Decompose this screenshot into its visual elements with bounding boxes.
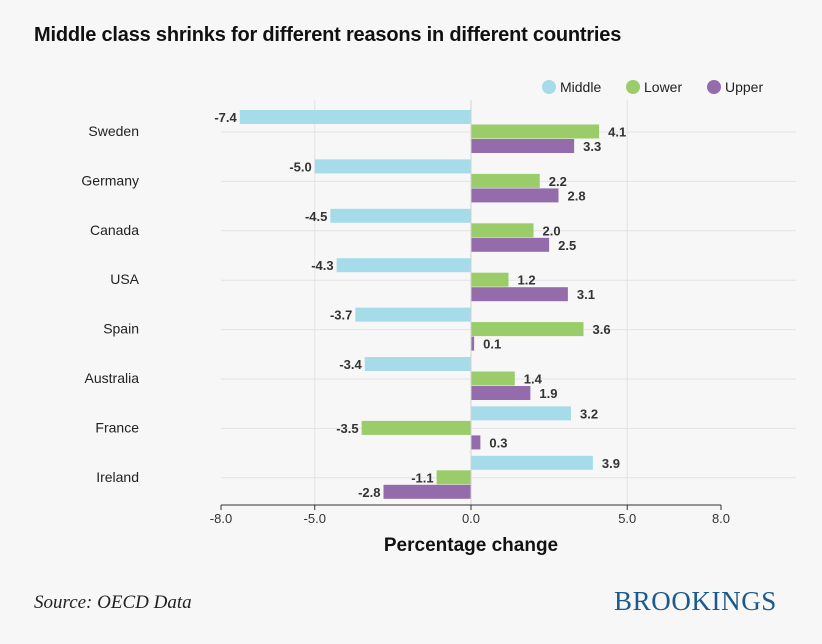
x-axis-title: Percentage change (384, 535, 558, 556)
category-label: Ireland (96, 469, 139, 485)
category-label: USA (110, 271, 139, 287)
data-label: 2.0 (543, 223, 561, 238)
bar-middle (471, 455, 593, 470)
data-label: -3.5 (336, 421, 358, 436)
legend-label: Middle (560, 79, 601, 95)
legend-label: Upper (725, 79, 763, 95)
bar-upper (383, 484, 471, 499)
bar-middle (330, 208, 471, 223)
x-tick-label: 0.0 (462, 511, 480, 526)
category-label: Sweden (88, 123, 139, 139)
bar-upper (471, 237, 550, 252)
category-label: Germany (81, 172, 139, 188)
category-label: Australia (85, 370, 140, 386)
data-label: 1.4 (524, 372, 543, 387)
bar-lower (471, 173, 540, 188)
bar-lower (471, 124, 600, 139)
bar-upper (471, 287, 568, 302)
data-label: -3.4 (339, 357, 362, 372)
data-label: 1.9 (539, 386, 557, 401)
data-label: -3.7 (330, 308, 352, 323)
data-label: -1.1 (411, 470, 433, 485)
bar-middle (314, 159, 471, 174)
bar-middle (239, 110, 471, 124)
bar-lower (471, 371, 515, 386)
category-label: Spain (103, 321, 139, 337)
bar-middle (364, 357, 471, 371)
bar-lower (471, 322, 584, 337)
data-label: 3.3 (583, 139, 601, 154)
legend-label: Lower (644, 79, 682, 95)
bar-upper (471, 435, 481, 450)
data-label: 2.5 (558, 238, 576, 253)
x-tick-label: -8.0 (210, 511, 232, 526)
bar-middle (336, 258, 471, 273)
bar-lower (471, 272, 509, 287)
data-label: 3.9 (602, 456, 620, 471)
bar-middle (471, 406, 571, 421)
x-tick-label: -5.0 (304, 511, 326, 526)
data-label: 3.6 (593, 322, 611, 337)
data-label: 1.2 (518, 273, 536, 288)
bar-middle (355, 307, 471, 322)
data-label: 3.1 (577, 287, 595, 302)
data-label: -4.3 (311, 258, 333, 273)
data-label: 2.2 (549, 174, 567, 189)
bar-upper (471, 336, 475, 351)
data-label: -5.0 (289, 159, 311, 174)
bar-lower (361, 420, 471, 435)
bar-upper (471, 139, 575, 153)
bar-upper (471, 386, 531, 400)
bar-lower (471, 223, 534, 238)
x-tick-label: 5.0 (618, 511, 636, 526)
legend-marker-middle (542, 80, 556, 94)
category-label: Canada (90, 222, 139, 238)
bar-upper (471, 188, 559, 203)
bar-lower (436, 470, 471, 485)
data-label: 0.1 (483, 337, 501, 352)
data-label: 3.2 (580, 406, 598, 421)
data-label: -2.8 (358, 485, 380, 500)
legend-marker-upper (707, 80, 721, 94)
x-tick-label: 8.0 (712, 511, 730, 526)
category-label: France (95, 419, 139, 435)
chart-title: Middle class shrinks for different reaso… (34, 24, 622, 46)
data-label: 4.1 (608, 125, 626, 140)
legend-marker-lower (626, 80, 640, 94)
data-label: 0.3 (489, 435, 507, 450)
brookings-logo: BROOKINGS (614, 586, 777, 616)
data-label: 2.8 (568, 188, 586, 203)
source-note: Source: OECD Data (34, 592, 192, 613)
data-label: -4.5 (305, 209, 327, 224)
data-label: -7.4 (214, 110, 237, 125)
